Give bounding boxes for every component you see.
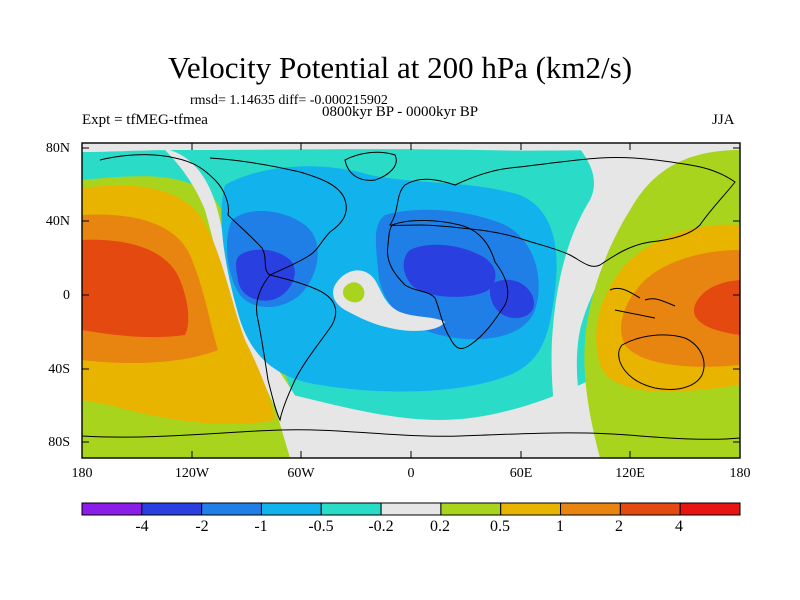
field-weak-positive-atlantic bbox=[342, 282, 365, 303]
coastlines bbox=[81, 151, 741, 440]
field-neutral-south bbox=[270, 380, 610, 458]
colorbar-label: 4 bbox=[675, 518, 683, 535]
coast-south-america bbox=[256, 274, 337, 422]
lon-label-180w: 180 bbox=[71, 466, 93, 481]
lon-label-0: 0 bbox=[407, 466, 415, 481]
colorbar-label: -2 bbox=[195, 518, 209, 535]
lon-label-120w: 120W bbox=[174, 466, 210, 481]
lat-label-40s: 40S bbox=[48, 362, 70, 377]
lat-label-0: 0 bbox=[63, 288, 70, 303]
colorbar-label: -0.2 bbox=[368, 518, 394, 535]
colorbar-swatch bbox=[440, 502, 502, 516]
field-strong-negative-americas bbox=[236, 249, 295, 301]
coast-australia bbox=[618, 334, 705, 390]
field-mid-positive-east bbox=[621, 250, 740, 367]
colorbar-swatch bbox=[141, 502, 203, 516]
lat-label-80s: 80S bbox=[48, 435, 70, 450]
contour-field bbox=[82, 143, 740, 458]
coast-africa bbox=[386, 219, 509, 349]
field-strong-positive-east bbox=[693, 280, 740, 335]
colorbar-swatch bbox=[201, 502, 262, 516]
colorbar-swatch bbox=[380, 502, 442, 516]
period-label: 0800kyr BP - 0000kyr BP bbox=[322, 104, 479, 120]
field-strong-positive-pacific bbox=[82, 239, 189, 338]
lon-label-60w: 60W bbox=[287, 466, 315, 481]
stats-text: rmsd= 1.14635 diff= -0.000215902 bbox=[190, 93, 388, 108]
colorbar-swatch bbox=[679, 502, 741, 516]
coast-greenland bbox=[344, 151, 397, 181]
colorbar-swatch bbox=[500, 502, 562, 516]
plot-title: Velocity Potential at 200 hPa (km2/s) bbox=[167, 50, 633, 85]
colorbar-swatch bbox=[81, 502, 143, 516]
lon-label-180e: 180 bbox=[729, 466, 751, 481]
season-label: JJA bbox=[712, 112, 735, 128]
field-strong-negative-indian bbox=[489, 279, 535, 318]
lon-label-120e: 120E bbox=[615, 466, 645, 481]
colorbar-label: 1 bbox=[556, 518, 564, 535]
colorbar-swatch bbox=[260, 502, 322, 516]
colorbar-label: -1 bbox=[254, 518, 268, 535]
colorbar-label: 2 bbox=[615, 518, 623, 535]
coast-antarctica bbox=[81, 429, 741, 440]
lat-label-80n: 80N bbox=[45, 141, 70, 156]
coast-maritime-continent bbox=[609, 287, 676, 319]
colorbar-label: -4 bbox=[135, 518, 149, 535]
colorbar bbox=[81, 502, 741, 516]
coast-eurasia bbox=[389, 156, 736, 267]
axis-ticks bbox=[81, 143, 741, 458]
field-neutral-east bbox=[551, 143, 740, 458]
lat-label-40n: 40N bbox=[45, 214, 70, 229]
experiment-label: Expt = tfMEG-tfmea bbox=[82, 112, 208, 128]
colorbar-label: 0.2 bbox=[430, 518, 450, 535]
colorbar-swatch bbox=[619, 502, 681, 516]
lon-label-60e: 60E bbox=[509, 466, 533, 481]
colorbar-swatch bbox=[320, 502, 382, 516]
colorbar-label: 0.5 bbox=[490, 518, 510, 535]
colorbar-label: -0.5 bbox=[308, 518, 334, 535]
field-strong-negative-africa bbox=[403, 244, 496, 297]
colorbar-swatch bbox=[560, 502, 621, 516]
